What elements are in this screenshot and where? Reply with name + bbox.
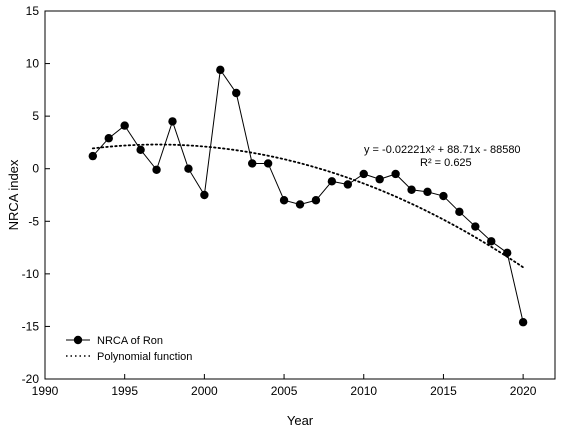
y-tick-label: 15 (26, 4, 40, 18)
y-tick-label: 0 (32, 162, 39, 176)
data-point (343, 180, 353, 189)
series-line-nrca-of-ron (92, 68, 524, 323)
y-tick-label: 10 (26, 57, 40, 71)
x-axis-label: Year (287, 413, 314, 428)
equation-annotation: y = -0.02221x² + 88.71x - 88580 (364, 144, 521, 156)
x-tick-label: 1990 (32, 384, 59, 398)
x-tick-label: 2005 (271, 384, 298, 398)
legend-label-series-1: NRCA of Ron (97, 335, 163, 347)
data-point (487, 237, 496, 246)
data-point (104, 134, 113, 143)
data-point (327, 177, 337, 186)
data-point (439, 191, 448, 201)
data-point (263, 159, 273, 168)
axes (44, 10, 556, 380)
y-tick-label: -20 (22, 372, 40, 386)
x-tick-label: 2020 (510, 384, 537, 398)
data-point (247, 159, 257, 168)
y-tick-label: -5 (28, 214, 39, 228)
data-point (184, 164, 193, 173)
data-point (216, 65, 225, 75)
y-tick-label: 5 (32, 109, 39, 123)
data-point (471, 222, 480, 231)
y-tick-label: -10 (22, 267, 40, 281)
x-tick-label: 2015 (430, 384, 457, 398)
r-squared-annotation: R² = 0.625 (420, 157, 472, 169)
data-point (168, 117, 177, 126)
data-point (279, 196, 289, 205)
legend-marker-series-1 (73, 335, 83, 345)
y-ticks: -20 -15 -10 -5 0 5 10 15 (22, 4, 50, 386)
plot-frame (44, 10, 556, 380)
data-point (136, 145, 145, 154)
data-point (502, 248, 512, 258)
x-tick-label: 2000 (191, 384, 218, 398)
data-point (200, 190, 209, 200)
y-axis-label: NRCA index (6, 159, 21, 230)
data-point (311, 196, 321, 205)
data-point (232, 88, 241, 98)
data-point (407, 185, 416, 194)
data-point (120, 121, 129, 130)
data-point (359, 169, 368, 179)
legend: NRCA of Ron Polynomial function (66, 335, 192, 363)
data-point (88, 151, 98, 161)
x-tick-label: 1995 (111, 384, 138, 398)
data-point (518, 318, 528, 327)
data-point (391, 169, 400, 179)
data-point (455, 207, 464, 217)
data-point (152, 165, 161, 174)
series-layer (88, 65, 528, 327)
x-tick-label: 2010 (350, 384, 377, 398)
data-point (295, 200, 305, 209)
data-point (423, 187, 432, 197)
legend-label-series-2: Polynomial function (97, 351, 192, 363)
x-ticks: 1990 1995 2000 2005 2010 2015 2020 (32, 374, 537, 398)
data-point (375, 175, 384, 184)
y-tick-label: -15 (22, 319, 40, 333)
